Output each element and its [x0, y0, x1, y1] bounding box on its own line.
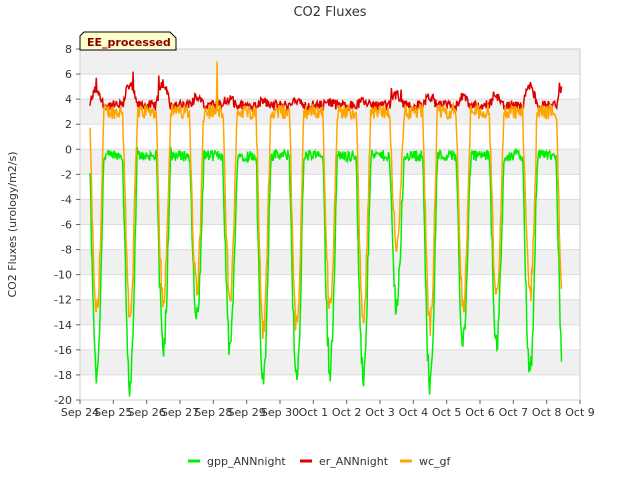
- series-line-gpp-annnight: [89, 146, 563, 397]
- x-tick-label: Sep 27: [161, 406, 199, 419]
- y-tick-label: -18: [54, 369, 72, 382]
- x-tick-label: Oct 4: [399, 406, 429, 419]
- x-tick-label: Sep 30: [261, 406, 299, 419]
- x-tick-label: Sep 29: [228, 406, 266, 419]
- x-tick-label: Sep 25: [94, 406, 132, 419]
- y-tick-label: -16: [54, 344, 72, 357]
- x-tick-label: Oct 8: [532, 406, 562, 419]
- x-tick-label: Oct 6: [465, 406, 495, 419]
- band: [80, 199, 580, 225]
- legend-label: wc_gf: [419, 455, 452, 468]
- x-tick-label: Oct 9: [565, 406, 595, 419]
- ee-processed-badge: EE_processed: [79, 31, 177, 51]
- x-tick-label: Oct 5: [432, 406, 462, 419]
- y-tick-label: 2: [65, 118, 72, 131]
- background-bands: [80, 49, 580, 375]
- x-tick-label: Oct 2: [332, 406, 362, 419]
- band: [80, 49, 580, 75]
- y-tick-label: 4: [65, 93, 72, 106]
- x-tick-label: Sep 24: [61, 406, 99, 419]
- chart-title: CO2 Fluxes: [293, 5, 366, 20]
- y-tick-label: 6: [65, 68, 72, 81]
- band: [80, 249, 580, 275]
- y-tick-label: -14: [54, 319, 72, 332]
- series-line-er-annnight: [89, 71, 563, 114]
- badge-text: EE_processed: [87, 36, 171, 49]
- y-axis-ticks: 8 6 4 2 0 -2 -4 -6 -8 -10 -12 -14 -16 -18 -20: [54, 43, 80, 407]
- y-axis-label: CO2 Fluxes (urology/m2/s): [6, 151, 19, 297]
- x-tick-label: Sep 28: [194, 406, 232, 419]
- y-tick-label: 8: [65, 43, 72, 56]
- y-tick-label: -2: [61, 168, 72, 181]
- series-lines: [89, 61, 563, 397]
- band: [80, 149, 580, 175]
- legend-label: gpp_ANNnight: [207, 455, 286, 468]
- y-tick-label: -20: [54, 394, 72, 407]
- x-tick-label: Sep 26: [128, 406, 166, 419]
- y-tick-label: -10: [54, 269, 72, 282]
- series-line-wc-gf: [89, 61, 563, 340]
- legend: gpp_ANNnight er_ANNnight wc_gf: [188, 455, 452, 468]
- y-tick-label: -6: [61, 219, 72, 232]
- x-tick-label: Oct 7: [499, 406, 529, 419]
- x-tick-label: Oct 3: [365, 406, 395, 419]
- y-tick-label: -4: [61, 193, 72, 206]
- y-tick-label: 0: [65, 143, 72, 156]
- y-tick-label: -8: [61, 244, 72, 257]
- legend-label: er_ANNnight: [319, 455, 389, 468]
- y-tick-label: -12: [54, 294, 72, 307]
- x-tick-label: Oct 1: [299, 406, 329, 419]
